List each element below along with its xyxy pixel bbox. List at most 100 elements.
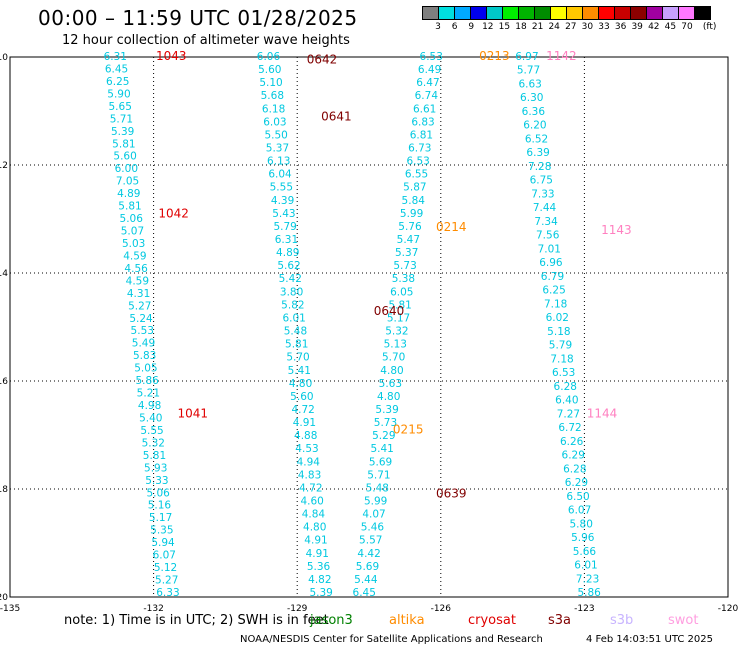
x-tick-label: -126 xyxy=(431,604,452,614)
wave-height-value: 5.86 xyxy=(135,375,159,387)
y-tick-label: -12 xyxy=(0,161,8,171)
wave-height-value: 5.41 xyxy=(370,443,393,455)
wave-height-value: 6.00 xyxy=(115,163,138,175)
color-scale-labels: 3 6 9 12 15 18 21 24 27 30 33 36 39 42 45 70 (ft) xyxy=(422,22,740,34)
color-scale-label: 18 xyxy=(515,22,527,32)
credit-line: NOAA/NESDIS Center for Satellite Applica… xyxy=(240,634,543,645)
wave-height-value: 5.47 xyxy=(397,234,420,246)
wave-height-value: 5.84 xyxy=(402,195,426,207)
wave-height-value: 5.81 xyxy=(118,201,141,213)
wave-height-value: 4.39 xyxy=(271,195,294,207)
wave-height-value: 7.44 xyxy=(533,202,557,214)
wave-height-value: 4.80 xyxy=(289,378,312,390)
color-scale-label: 30 xyxy=(581,22,594,32)
wave-height-value: 5.36 xyxy=(307,561,331,573)
wave-height-value: 6.31 xyxy=(275,234,298,246)
wave-height-value: 5.60 xyxy=(113,151,136,163)
wave-height-value: 5.32 xyxy=(142,437,165,449)
color-scale-label: 6 xyxy=(451,22,458,32)
wave-height-value: 4.60 xyxy=(300,495,323,507)
y-tick-label: -18 xyxy=(0,485,8,495)
wave-height-value: 5.21 xyxy=(137,388,160,400)
wave-height-value: 5.55 xyxy=(270,182,293,194)
wave-height-value: 5.70 xyxy=(286,352,309,364)
wave-height-value: 6.53 xyxy=(420,51,443,63)
wave-height-value: 5.62 xyxy=(277,260,300,272)
wave-height-value: 5.49 xyxy=(132,338,155,350)
wave-height-value: 4.89 xyxy=(276,247,299,259)
wave-height-value: 6.50 xyxy=(566,491,589,503)
wave-height-value: 7.28 xyxy=(528,161,551,173)
wave-height-value: 5.07 xyxy=(121,226,144,238)
wave-height-value: 5.38 xyxy=(392,273,415,285)
color-scale-label: 24 xyxy=(548,22,560,32)
wave-height-value: 5.50 xyxy=(264,129,287,141)
wave-height-value: 6.06 xyxy=(257,51,281,63)
wave-height-value: 6.63 xyxy=(518,78,541,90)
wave-height-value: 6.26 xyxy=(560,436,584,448)
wave-height-value: 5.06 xyxy=(146,487,170,499)
wave-height-value: 5.63 xyxy=(379,378,402,390)
wave-height-value: 4.82 xyxy=(308,574,331,586)
wave-height-value: 4.80 xyxy=(380,365,403,377)
y-tick-label: -14 xyxy=(0,269,8,279)
wave-height-value: 5.46 xyxy=(361,522,385,534)
timestamp: 4 Feb 14:03:51 UTC 2025 xyxy=(586,634,713,645)
color-scale-label: (ft) xyxy=(702,22,717,32)
wave-height-value: 5.81 xyxy=(112,138,135,150)
pass-time-label: 0213 xyxy=(479,49,510,63)
wave-height-value: 4.42 xyxy=(357,548,380,560)
wave-height-value: 5.94 xyxy=(151,537,175,549)
wave-height-value: 5.96 xyxy=(571,532,595,544)
wave-height-value: 6.72 xyxy=(558,422,581,434)
wave-height-value: 5.93 xyxy=(144,462,167,474)
wave-height-value: 5.55 xyxy=(140,425,163,437)
wave-height-value: 5.48 xyxy=(284,326,307,338)
wave-height-value: 4.56 xyxy=(124,263,148,275)
wave-height-value: 5.18 xyxy=(547,326,570,338)
y-tick-label: -16 xyxy=(0,377,8,387)
wave-height-value: 7.27 xyxy=(557,408,580,420)
wave-height-value: 5.80 xyxy=(570,518,593,530)
wave-height-value: 5.60 xyxy=(258,64,281,76)
wave-height-value: 7.56 xyxy=(536,230,560,242)
wave-height-value: 6.07 xyxy=(568,505,591,517)
color-scale xyxy=(422,6,711,20)
wave-height-value: 6.47 xyxy=(416,77,439,89)
color-scale-label: 42 xyxy=(648,22,660,32)
wave-height-value: 5.76 xyxy=(398,221,422,233)
wave-height-value: 5.77 xyxy=(517,65,540,77)
wave-height-value: 4.91 xyxy=(304,535,327,547)
x-tick-label: -129 xyxy=(287,604,308,614)
wave-height-value: 5.06 xyxy=(120,213,144,225)
x-tick-label: -135 xyxy=(0,604,20,614)
color-swatch xyxy=(694,6,711,20)
wave-height-value: 5.03 xyxy=(122,238,145,250)
wave-height-value: 6.33 xyxy=(156,587,179,599)
pass-time-label: 1042 xyxy=(158,207,189,221)
wave-height-value: 5.48 xyxy=(366,482,389,494)
wave-height-value: 7.18 xyxy=(544,298,567,310)
wave-height-value: 4.80 xyxy=(377,391,400,403)
wave-height-value: 6.81 xyxy=(410,129,433,141)
wave-height-value: 6.45 xyxy=(353,587,376,599)
wave-height-value: 6.40 xyxy=(555,395,578,407)
wave-height-value: 5.40 xyxy=(139,412,162,424)
map-title: 00:00 – 11:59 UTC 01/28/2025 xyxy=(38,6,358,30)
wave-height-value: 5.10 xyxy=(259,77,282,89)
wave-height-value: 6.96 xyxy=(539,257,563,269)
wave-height-value: 5.57 xyxy=(359,535,382,547)
wave-height-value: 6.55 xyxy=(405,169,428,181)
wave-height-value: 4.89 xyxy=(117,188,140,200)
y-tick-label: -20 xyxy=(0,593,8,603)
wave-height-value: 4.07 xyxy=(362,509,385,521)
wave-height-value: 5.70 xyxy=(382,352,405,364)
wave-height-value: 7.34 xyxy=(534,216,558,228)
color-scale-label: 39 xyxy=(631,22,643,32)
wave-height-value: 5.29 xyxy=(372,430,395,442)
pass-time-label: 1143 xyxy=(601,223,632,237)
color-scale-label: 45 xyxy=(664,22,677,32)
wave-height-value: 5.99 xyxy=(364,495,387,507)
wave-height-value: 5.86 xyxy=(577,587,601,599)
